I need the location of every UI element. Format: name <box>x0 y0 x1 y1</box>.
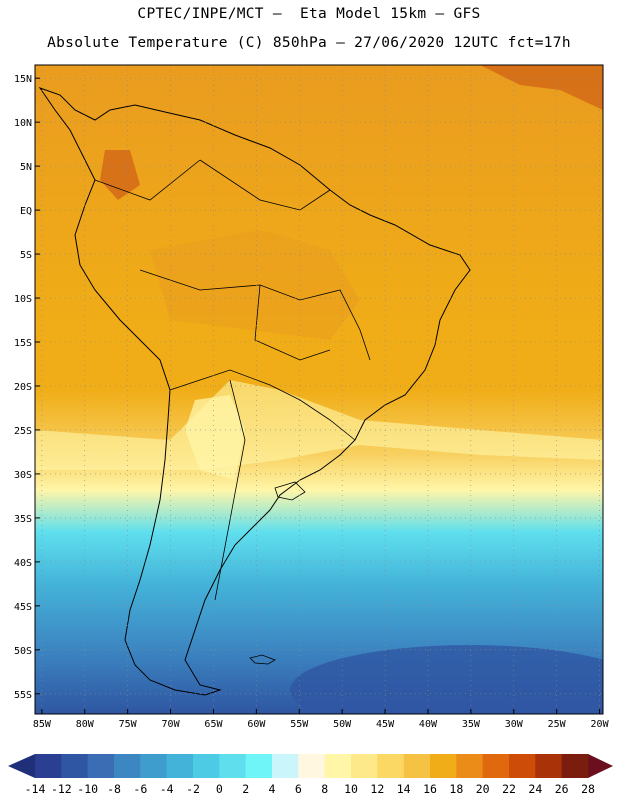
lat-tick-label: 25S <box>14 426 32 437</box>
colorbar-bin <box>351 754 378 778</box>
colorbar-bin <box>245 754 273 778</box>
chart-title-line1: CPTEC/INPE/MCT – Eta Model 15km – GFS <box>137 6 481 22</box>
lon-tick-label: 35W <box>462 719 481 730</box>
lon-tick-label: 70W <box>162 719 181 730</box>
island-outline <box>249 654 276 665</box>
colorbar-bin <box>324 754 352 778</box>
colorbar-bin <box>61 754 88 778</box>
colorbar-bin <box>272 754 299 778</box>
colorbar-bin <box>298 754 325 778</box>
colorbar-bin <box>561 754 589 778</box>
lat-tick-label: EQ <box>20 206 32 217</box>
colorbar-bin <box>166 754 194 778</box>
lat-tick-label: 35S <box>14 514 32 525</box>
colorbar-label: -2 <box>186 782 200 796</box>
chart-title-line2: Absolute Temperature (C) 850hPa – 27/06/… <box>47 35 571 51</box>
colorbar-label: 16 <box>423 782 437 796</box>
colorbar: -14 -12 -10 -8 -6 -4 -2 0 2 4 6 8 10 12 14 16 18 20 22 24 26… <box>8 754 613 796</box>
colorbar-high-arrow <box>588 754 613 778</box>
cold-core <box>290 645 603 714</box>
grid-lines <box>35 65 603 714</box>
latitude-axis: 15N 10N 5N EQ 5S 10S 15S 20S 25S 30S 35S 40S 45S 50S 5… <box>14 74 40 701</box>
lon-tick-label: 80W <box>76 719 95 730</box>
colorbar-bin <box>482 754 510 778</box>
colorbar-label: -8 <box>107 782 121 796</box>
colorbar-label: -4 <box>160 782 174 796</box>
lon-tick-label: 65W <box>204 719 223 730</box>
hot-region <box>480 65 603 110</box>
colorbar-bin <box>403 754 431 778</box>
colorbar-label: 12 <box>370 782 384 796</box>
country-borders <box>94 159 371 601</box>
colorbar-bin <box>87 754 115 778</box>
colorbar-label: 2 <box>242 782 249 796</box>
colorbar-label: 22 <box>502 782 516 796</box>
lon-tick-label: 45W <box>376 719 395 730</box>
colorbar-bin <box>509 754 536 778</box>
lake-outline <box>274 481 306 501</box>
colorbar-label: 28 <box>581 782 595 796</box>
lat-tick-label: 40S <box>14 558 32 569</box>
colorbar-label: 26 <box>555 782 569 796</box>
lat-tick-label: 30S <box>14 470 32 481</box>
lat-tick-label: 5N <box>20 162 32 173</box>
colorbar-bin <box>377 754 404 778</box>
lon-tick-label: 40W <box>419 719 438 730</box>
plot-frame <box>34 64 604 715</box>
colorbar-bin <box>430 754 457 778</box>
colorbar-low-arrow <box>8 754 35 778</box>
lat-tick-label: 45S <box>14 602 32 613</box>
colorbar-label: 10 <box>344 782 358 796</box>
lat-tick-label: 15S <box>14 338 32 349</box>
transition-band <box>35 380 603 470</box>
colorbar-label: -12 <box>51 782 72 796</box>
colorbar-bin <box>114 754 141 778</box>
lon-tick-label: 75W <box>119 719 138 730</box>
colorbar-label: -10 <box>77 782 98 796</box>
colorbar-bin <box>219 754 246 778</box>
colorbar-label: -14 <box>25 782 46 796</box>
plot-area <box>35 65 603 714</box>
lon-tick-label: 55W <box>290 719 309 730</box>
lat-tick-label: 50S <box>14 646 32 657</box>
colorbar-label: 24 <box>528 782 542 796</box>
lat-tick-label: 55S <box>14 690 32 701</box>
colorbar-bin <box>535 754 562 778</box>
colorbar-label: 8 <box>321 782 328 796</box>
lon-tick-label: 25W <box>548 719 567 730</box>
colorbar-bin <box>140 754 167 778</box>
lon-tick-label: 50W <box>333 719 352 730</box>
colorbar-label: -6 <box>133 782 147 796</box>
lat-tick-label: 10N <box>14 118 32 129</box>
lon-tick-label: 20W <box>591 719 610 730</box>
lon-tick-label: 60W <box>247 719 266 730</box>
colorbar-bin <box>35 754 62 778</box>
lat-tick-label: 20S <box>14 382 32 393</box>
coastline <box>38 87 471 696</box>
hot-region <box>100 150 140 200</box>
colorbar-bin <box>193 754 220 778</box>
colorbar-label: 18 <box>449 782 463 796</box>
colorbar-label: 0 <box>216 782 223 796</box>
colorbar-label: 6 <box>295 782 302 796</box>
lat-tick-label: 5S <box>20 250 32 261</box>
colorbar-label: 14 <box>397 782 411 796</box>
colorbar-label: 4 <box>269 782 276 796</box>
lat-tick-label: 15N <box>14 74 32 85</box>
colorbar-bin <box>456 754 483 778</box>
warm-region <box>150 230 360 340</box>
longitude-axis: 85W 80W 75W 70W 65W 60W 55W 50W 45W 40W 35W 30W 25W 2… <box>33 709 610 730</box>
lat-tick-label: 10S <box>14 294 32 305</box>
lon-tick-label: 85W <box>33 719 52 730</box>
lon-tick-label: 30W <box>505 719 524 730</box>
colorbar-label: 20 <box>476 782 490 796</box>
